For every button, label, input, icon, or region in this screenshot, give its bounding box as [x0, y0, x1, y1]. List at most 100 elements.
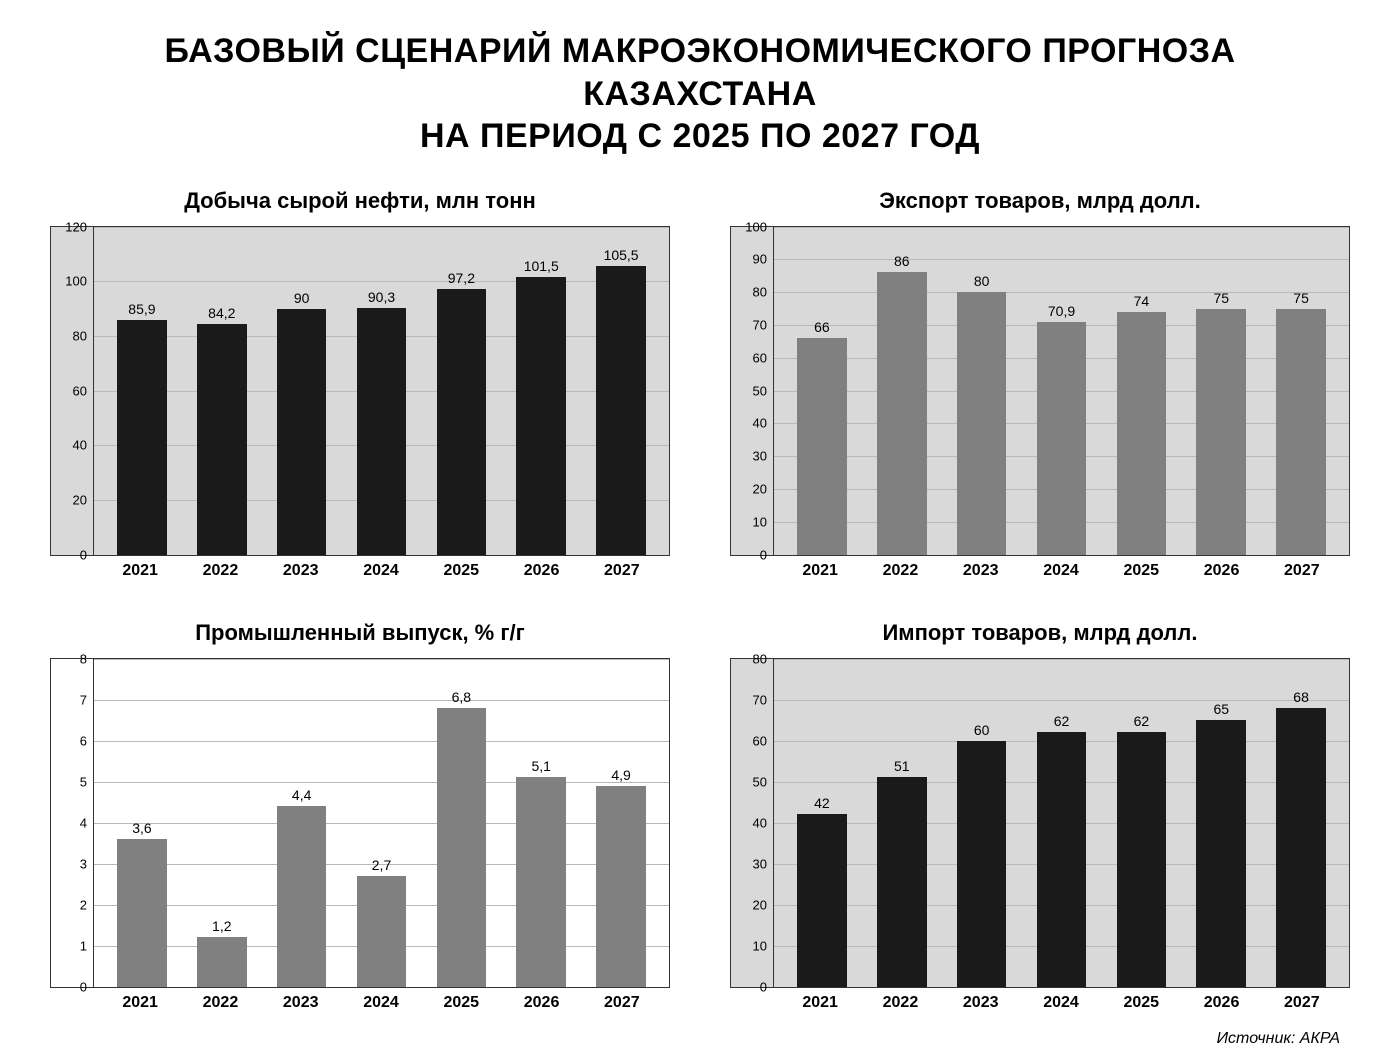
bar [117, 320, 167, 555]
bar-value-label: 60 [974, 722, 990, 738]
y-tick-label: 1 [80, 938, 87, 953]
chart-block: Экспорт товаров, млрд долл.0102030405060… [730, 188, 1350, 580]
y-tick-label: 0 [80, 979, 87, 994]
bar [957, 741, 1007, 987]
bar [877, 272, 927, 554]
y-tick-label: 0 [760, 547, 767, 562]
y-tick-label: 0 [80, 547, 87, 562]
bars-container: 42516062626568 [774, 659, 1349, 987]
y-tick-label: 20 [753, 897, 767, 912]
bar-slot: 1,2 [182, 659, 262, 987]
bar-value-label: 65 [1213, 701, 1229, 717]
bar-value-label: 86 [894, 253, 910, 269]
bar-slot: 86 [862, 227, 942, 555]
x-axis-label: 2021 [100, 994, 180, 1012]
y-tick-label: 6 [80, 733, 87, 748]
y-tick-label: 100 [745, 219, 767, 234]
bar-slot: 75 [1261, 227, 1341, 555]
bar [437, 708, 487, 987]
x-axis-label: 2021 [780, 562, 860, 580]
y-tick-label: 60 [753, 733, 767, 748]
bar-slot: 66 [782, 227, 862, 555]
bar-slot: 5,1 [501, 659, 581, 987]
y-tick-label: 70 [753, 692, 767, 707]
bar-slot: 80 [942, 227, 1022, 555]
bar-value-label: 62 [1134, 713, 1150, 729]
y-tick-label: 40 [753, 416, 767, 431]
bar [277, 806, 327, 986]
bar [596, 786, 646, 987]
page-title: БАЗОВЫЙ СЦЕНАРИЙ МАКРОЭКОНОМИЧЕСКОГО ПРО… [50, 30, 1350, 158]
bar [197, 937, 247, 986]
y-tick-label: 20 [73, 492, 87, 507]
y-tick-label: 50 [753, 774, 767, 789]
bar-value-label: 74 [1134, 293, 1150, 309]
bar-slot: 51 [862, 659, 942, 987]
bar-value-label: 62 [1054, 713, 1070, 729]
x-axis-label: 2025 [1101, 994, 1181, 1012]
chart-area: 02040608010012085,984,29090,397,2101,510… [50, 226, 670, 556]
y-tick-label: 8 [80, 651, 87, 666]
y-tick-label: 120 [65, 219, 87, 234]
bar [1037, 732, 1087, 986]
x-axis-label: 2021 [780, 994, 860, 1012]
bar-value-label: 1,2 [212, 918, 231, 934]
x-axis-label: 2023 [261, 562, 341, 580]
y-tick-label: 60 [73, 383, 87, 398]
bar-slot: 2,7 [342, 659, 422, 987]
bar-value-label: 75 [1213, 290, 1229, 306]
bar-value-label: 84,2 [208, 305, 235, 321]
bar [957, 292, 1007, 554]
chart-area: 0123456783,61,24,42,76,85,14,9 [50, 658, 670, 988]
bar-slot: 3,6 [102, 659, 182, 987]
charts-grid: Добыча сырой нефти, млн тонн020406080100… [50, 188, 1350, 1012]
chart-area: 0102030405060708042516062626568 [730, 658, 1350, 988]
plot-area: 42516062626568 [773, 659, 1349, 987]
x-axis: 2021202220232024202520262027 [50, 556, 670, 580]
title-line-2: НА ПЕРИОД С 2025 ПО 2027 ГОД [420, 117, 980, 155]
chart-area: 010203040506070809010066868070,9747575 [730, 226, 1350, 556]
y-tick-label: 40 [73, 438, 87, 453]
bar [437, 289, 487, 555]
bar [357, 308, 407, 555]
bar-value-label: 6,8 [452, 689, 471, 705]
x-axis-label: 2026 [1181, 994, 1261, 1012]
x-axis-label: 2024 [1021, 994, 1101, 1012]
x-axis-label: 2022 [180, 562, 260, 580]
bar-slot: 6,8 [421, 659, 501, 987]
bar-value-label: 3,6 [132, 820, 151, 836]
y-tick-label: 10 [753, 938, 767, 953]
y-tick-label: 80 [73, 328, 87, 343]
y-tick-label: 5 [80, 774, 87, 789]
bar-value-label: 97,2 [448, 270, 475, 286]
y-tick-label: 30 [753, 449, 767, 464]
bar [1196, 309, 1246, 555]
y-axis: 012345678 [51, 659, 93, 987]
bar-slot: 60 [942, 659, 1022, 987]
x-axis-label: 2025 [1101, 562, 1181, 580]
bar [516, 277, 566, 554]
y-tick-label: 70 [753, 317, 767, 332]
bar [1117, 732, 1167, 986]
bar-value-label: 66 [814, 319, 830, 335]
y-tick-label: 7 [80, 692, 87, 707]
source-caption: Источник: АКРА [50, 1030, 1350, 1048]
bars-container: 85,984,29090,397,2101,5105,5 [94, 227, 669, 555]
bar [1117, 312, 1167, 555]
y-tick-label: 30 [753, 856, 767, 871]
bar-slot: 97,2 [421, 227, 501, 555]
bar-slot: 62 [1022, 659, 1102, 987]
x-axis-label: 2024 [341, 994, 421, 1012]
x-axis-label: 2021 [100, 562, 180, 580]
plot-area: 3,61,24,42,76,85,14,9 [93, 659, 669, 987]
bar-value-label: 4,9 [611, 767, 630, 783]
bar-slot: 74 [1101, 227, 1181, 555]
y-tick-label: 10 [753, 514, 767, 529]
bar [797, 814, 847, 986]
bar-value-label: 90,3 [368, 289, 395, 305]
bar [877, 777, 927, 986]
chart-title: Импорт товаров, млрд долл. [730, 620, 1350, 646]
x-axis-label: 2024 [341, 562, 421, 580]
bar-slot: 101,5 [501, 227, 581, 555]
x-axis: 2021202220232024202520262027 [730, 556, 1350, 580]
